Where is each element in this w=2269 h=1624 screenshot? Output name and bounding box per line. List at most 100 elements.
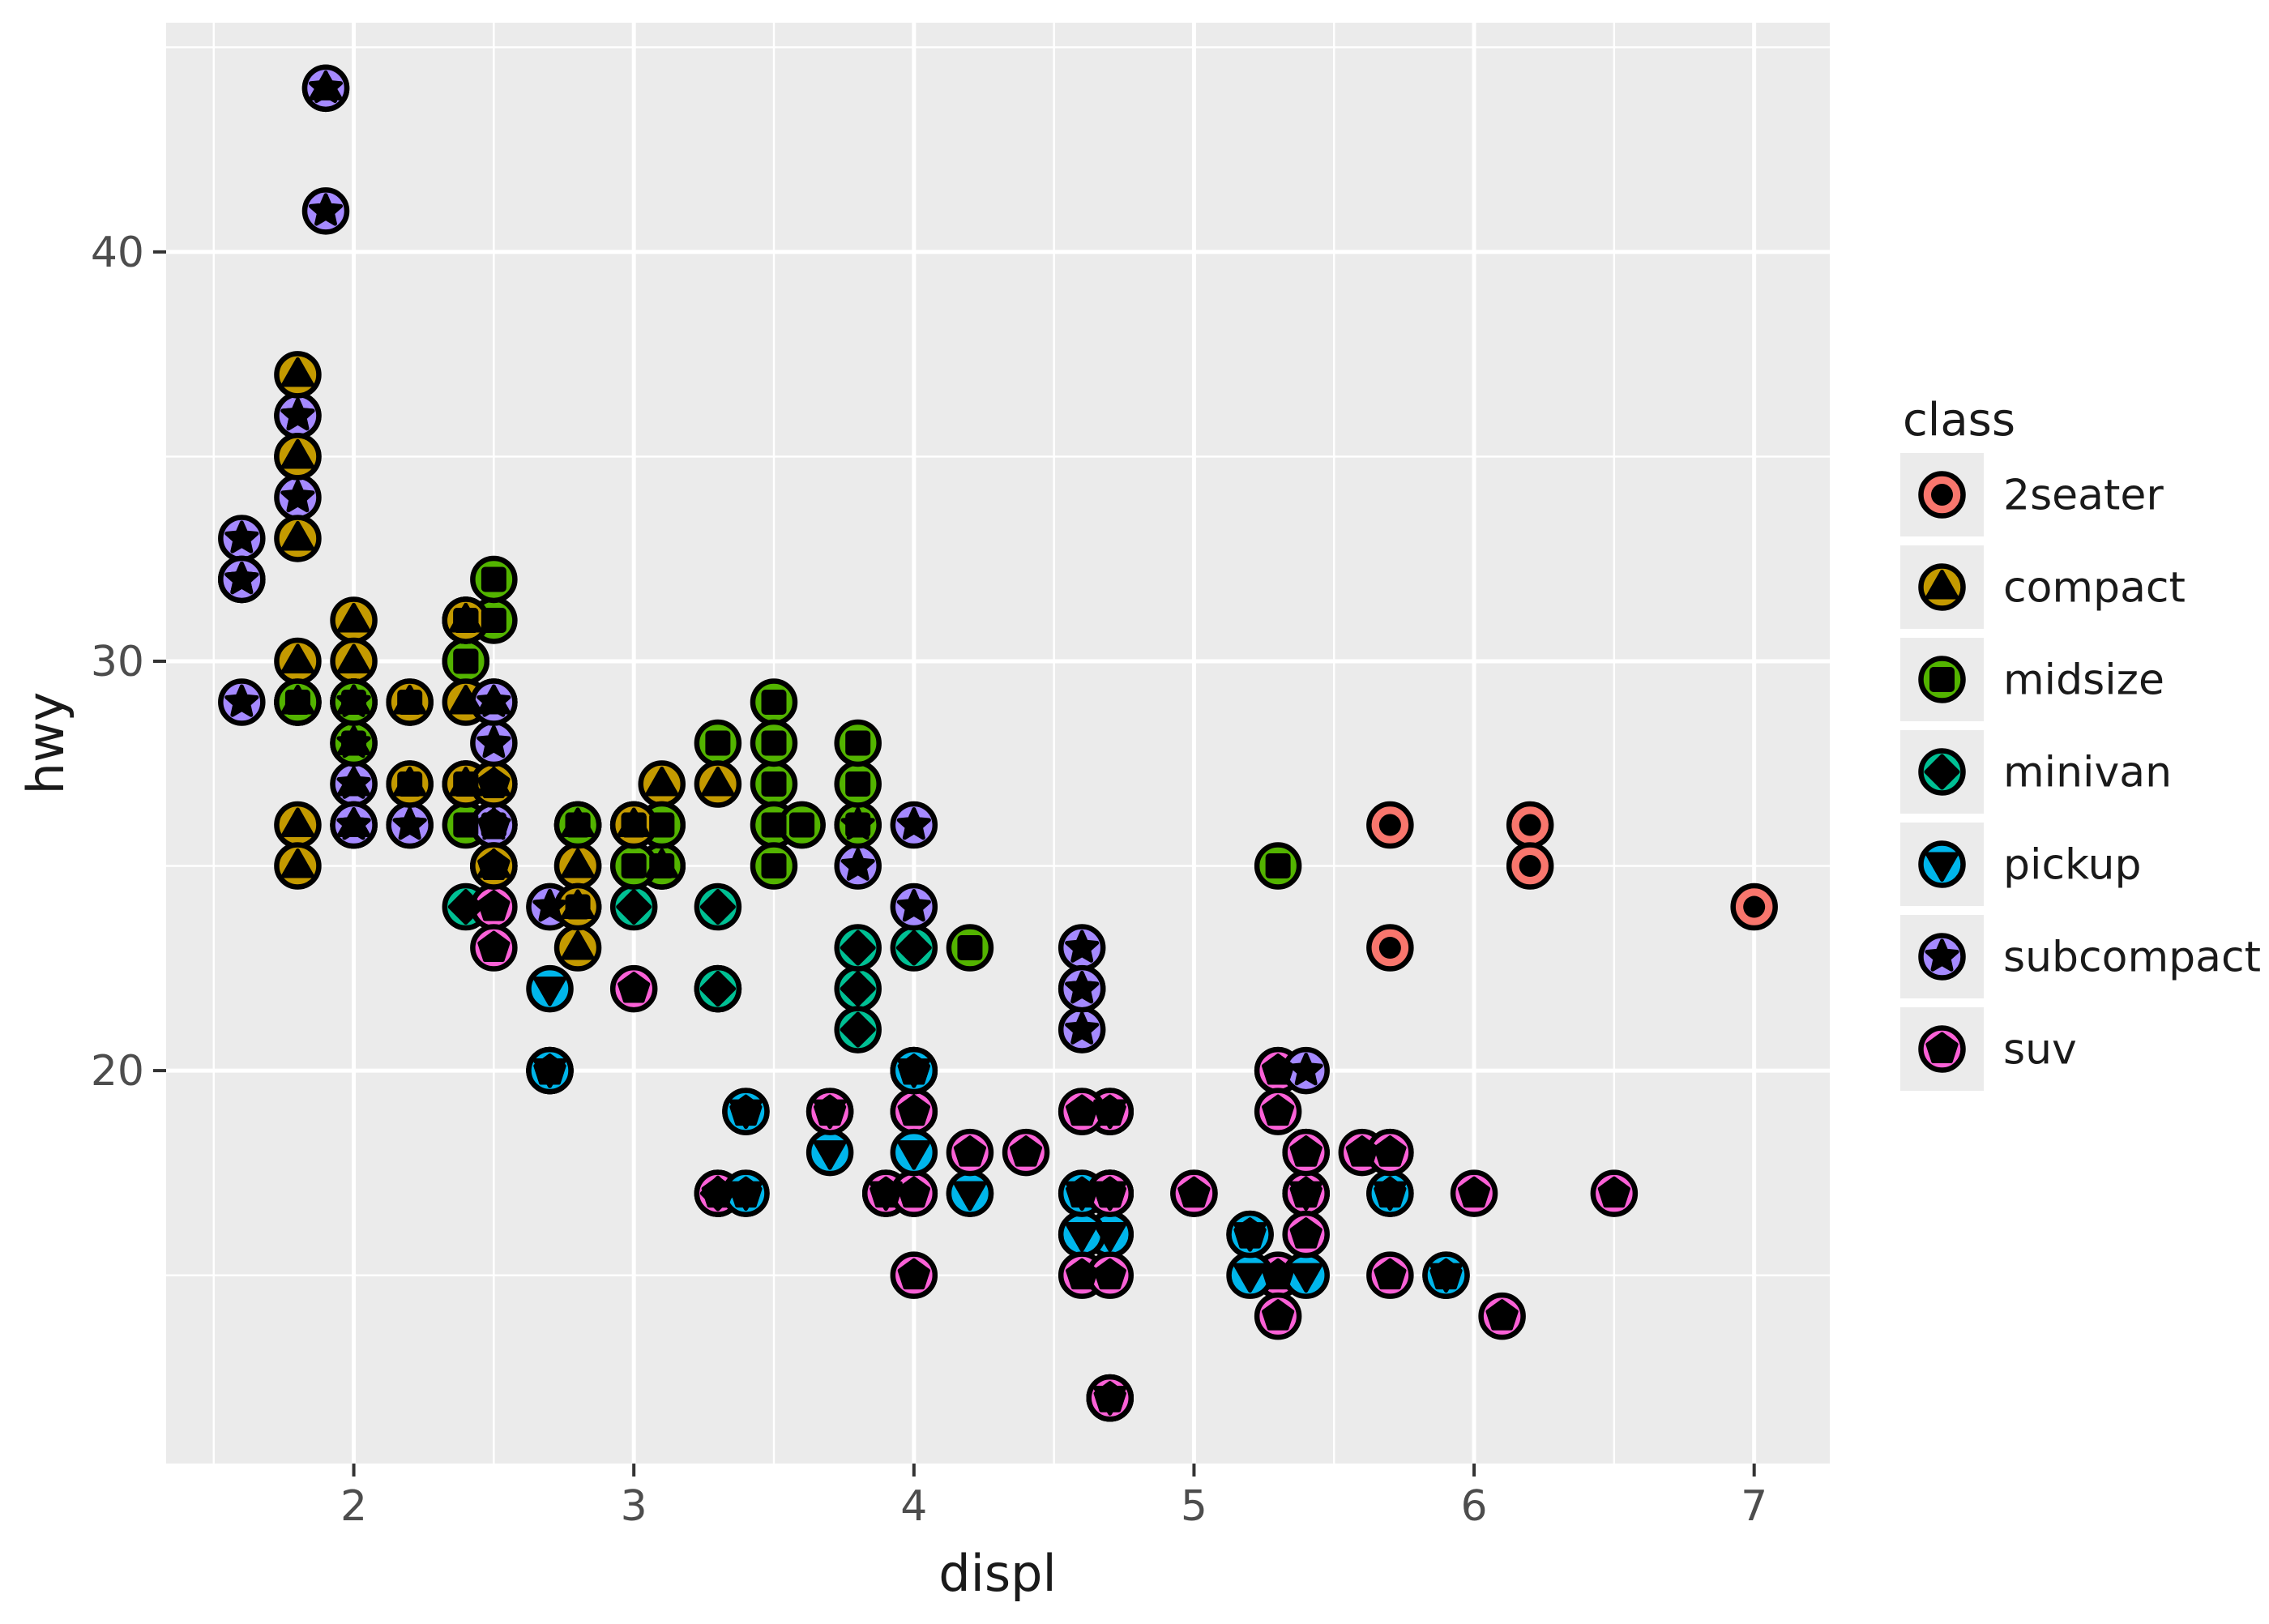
glyph-triangle-up [1925,570,1959,600]
glyph-circle [1519,855,1541,878]
glyph-triangle-up [449,767,483,797]
glyph-diamond [840,971,876,1007]
glyph-triangle-down [1373,1181,1407,1212]
glyph-pentagon [1289,1176,1323,1208]
glyph-pentagon [1262,1094,1295,1126]
glyph-pentagon [1093,1176,1126,1208]
glyph-star [1065,930,1100,963]
glyph-square [957,935,983,961]
glyph-star [224,684,259,717]
glyph-star [896,889,931,922]
glyph-diamond [616,889,652,925]
glyph-triangle-down [897,1140,931,1170]
glyph-pentagon [897,1094,930,1126]
glyph-star [532,889,567,922]
glyph-triangle-down [897,1058,931,1088]
glyph-star [224,520,259,553]
glyph-star [224,561,259,595]
glyph-square [761,771,787,797]
glyph-pentagon [1374,1135,1407,1167]
x-axis-title: displ [938,1544,1056,1603]
glyph-triangle-up [561,889,595,920]
glyph-pentagon [814,1094,847,1126]
legend-label-compact: compact [2003,564,2186,613]
glyph-triangle-down [533,1058,567,1088]
glyph-triangle-down [813,1140,847,1170]
legend-item-compact: compact [1900,545,2186,629]
legend-label-suv: suv [2003,1026,2077,1075]
glyph-triangle-down [1429,1263,1463,1293]
glyph-pentagon [897,1176,930,1208]
glyph-diamond [699,889,736,925]
glyph-star [476,725,511,759]
glyph-triangle-up [393,767,427,797]
legend-title: class [1903,394,2015,447]
glyph-triangle-up [280,807,314,838]
glyph-star [336,766,371,799]
plot-panel [166,23,1830,1464]
glyph-pentagon [1093,1258,1126,1290]
legend-label-midsize: midsize [2003,656,2164,705]
glyph-pentagon [1289,1217,1323,1249]
x-tick-label: 3 [621,1482,647,1531]
point-glyph-layer [224,70,1766,1416]
glyph-square [453,812,479,838]
glyph-pentagon [477,930,511,963]
glyph-triangle-down [729,1099,763,1130]
glyph-pentagon [1289,1135,1323,1167]
legend-label-pickup: pickup [2003,841,2142,890]
glyph-triangle-down [1289,1263,1323,1293]
glyph-triangle-down [953,1181,987,1212]
y-tick-label: 20 [91,1047,144,1096]
glyph-square [481,566,506,592]
glyph-triangle-up [476,848,511,878]
panel-background [166,23,1830,1464]
glyph-triangle-up [701,767,735,797]
axes: 2 3 4 5 6 7 20 30 40 [91,229,1767,1531]
glyph-star [392,807,427,840]
glyph-triangle-down [1233,1263,1267,1293]
glyph-triangle-down [1065,1222,1099,1252]
glyph-pentagon [1009,1135,1043,1167]
glyph-star [476,684,511,717]
glyph-triangle-up [280,438,314,469]
legend-item-pickup: pickup [1900,823,2142,906]
glyph-triangle-up [280,643,314,673]
glyph-star [476,807,511,840]
glyph-pentagon [1597,1176,1630,1208]
glyph-triangle-up [561,848,595,878]
x-tick-label: 4 [900,1482,927,1531]
glyph-triangle-down [1093,1222,1127,1252]
legend-item-suv: suv [1900,1007,2077,1091]
glyph-triangle-up [337,602,371,633]
glyph-pentagon [1177,1176,1211,1208]
glyph-triangle-up [645,767,679,797]
glyph-pentagon [1925,1032,1959,1063]
x-tick-label: 7 [1741,1482,1767,1531]
glyph-triangle-up [280,848,314,878]
glyph-square [845,730,871,756]
glyph-square [284,689,310,715]
legend-label-minivan: minivan [2003,749,2172,797]
glyph-pentagon [701,1176,734,1208]
legend: class 2seater compact midsize minivan pickup… [1900,394,2261,1091]
glyph-pentagon [897,1258,930,1290]
glyph-star [336,807,371,840]
gridlines [166,23,1830,1464]
glyph-pentagon [1093,1094,1126,1126]
glyph-diamond [895,930,932,966]
glyph-pentagon [1093,1381,1126,1412]
glyph-square [565,812,591,838]
glyph-triangle-up [561,930,595,960]
glyph-pentagon [1485,1299,1519,1331]
glyph-pentagon [1345,1135,1378,1167]
glyph-triangle-down [1925,852,1959,882]
legend-item-midsize: midsize [1900,638,2164,721]
glyph-square [845,812,871,838]
glyph-square [761,730,787,756]
glyph-star [308,193,344,226]
glyph-pentagon [477,890,511,921]
glyph-pentagon [1457,1176,1491,1208]
legend-item-minivan: minivan [1900,730,2172,814]
y-axis-title: hwy [16,692,75,795]
